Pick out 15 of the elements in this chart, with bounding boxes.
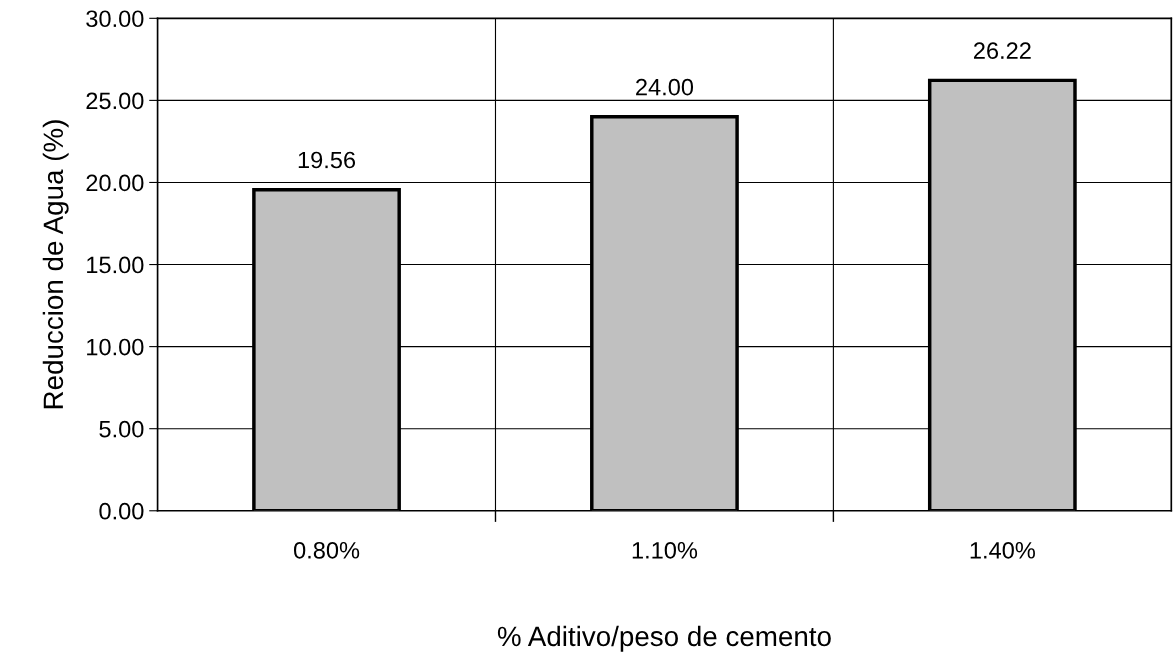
y-axis-title: Reduccion de Agua (%)	[42, 120, 69, 409]
data-label: 26.22	[973, 42, 1031, 60]
y-tick-label: 30.00	[86, 10, 144, 28]
data-label: 24.00	[636, 78, 694, 96]
y-tick-label: 10.00	[87, 338, 144, 356]
x-tick-label: 1.40%	[970, 541, 1035, 559]
x-axis-title: % Aditivo/peso de cemento	[497, 625, 831, 652]
y-tick-label: 5.00	[99, 420, 144, 438]
y-tick-label: 25.00	[86, 92, 144, 110]
x-tick-label: 1.10%	[632, 541, 698, 559]
x-tick-label: 0.80%	[293, 541, 360, 559]
data-label: 19.56	[298, 151, 356, 169]
y-tick-label: 0.00	[99, 502, 144, 520]
y-tick-label: 15.00	[87, 256, 144, 274]
y-tick-label: 20.00	[86, 174, 144, 192]
